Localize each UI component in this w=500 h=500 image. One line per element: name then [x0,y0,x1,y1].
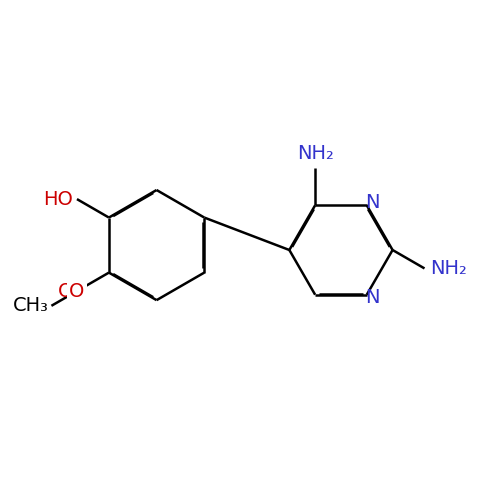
Text: CH₃: CH₃ [13,296,49,316]
Text: N: N [366,194,380,212]
Text: O: O [70,282,84,300]
Text: O: O [58,282,73,300]
Text: HO: HO [43,190,73,208]
Text: N: N [366,288,380,306]
Text: NH₂: NH₂ [296,144,334,163]
Text: NH₂: NH₂ [430,259,468,278]
